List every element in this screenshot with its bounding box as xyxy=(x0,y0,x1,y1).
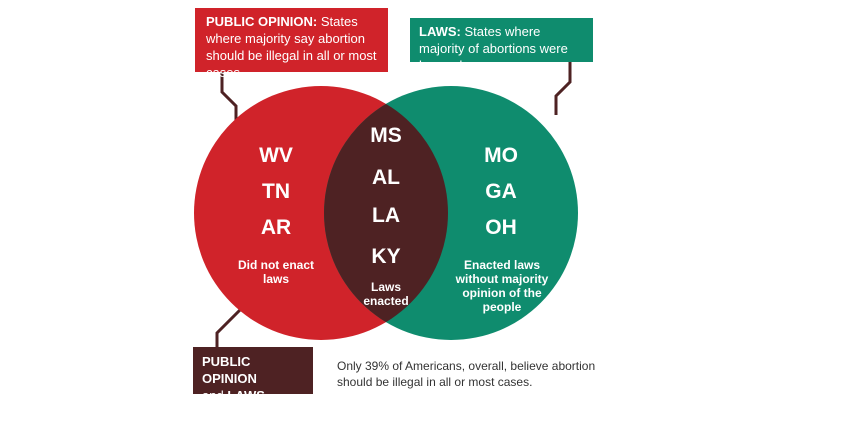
state-right-3: OH xyxy=(485,216,517,239)
state-overlap-1: MS xyxy=(370,124,402,147)
left-circle-note: Did not enact laws xyxy=(237,258,314,286)
laws-description: States where majority of abortions were … xyxy=(419,24,568,73)
footnote: Only 39% of Americans, overall, believe … xyxy=(337,359,596,389)
state-right-1: MO xyxy=(484,144,518,167)
agree-label-box: PUBLIC OPINION and LAWS AGREE xyxy=(193,347,313,420)
opinion-connector-line xyxy=(220,72,238,120)
overlap-region xyxy=(324,86,448,340)
right-circle-note: Enacted laws without majority opinion of… xyxy=(455,258,549,314)
agree-line-1: PUBLIC OPINION xyxy=(202,354,257,386)
public-opinion-label-box: PUBLIC OPINION: States where majority sa… xyxy=(195,8,388,80)
overlap-note: Laws enacted xyxy=(363,280,409,308)
state-left-1: WV xyxy=(259,144,293,167)
state-overlap-3: LA xyxy=(372,204,400,227)
agree-conjunction: and xyxy=(202,388,224,403)
state-left-3: AR xyxy=(260,216,292,239)
state-right-2: GA xyxy=(485,180,517,203)
state-left-2: TN xyxy=(262,180,290,203)
laws-heading: LAWS: xyxy=(419,24,461,39)
public-opinion-description: States where majority say abortion shoul… xyxy=(206,14,377,80)
state-overlap-4: KY xyxy=(371,245,401,268)
laws-connector-line xyxy=(554,62,572,115)
public-opinion-heading: PUBLIC OPINION: xyxy=(206,14,318,29)
venn-diagram xyxy=(194,62,578,347)
laws-label-box: LAWS: States where majority of abortions… xyxy=(410,18,593,73)
state-overlap-2: AL xyxy=(372,166,400,189)
